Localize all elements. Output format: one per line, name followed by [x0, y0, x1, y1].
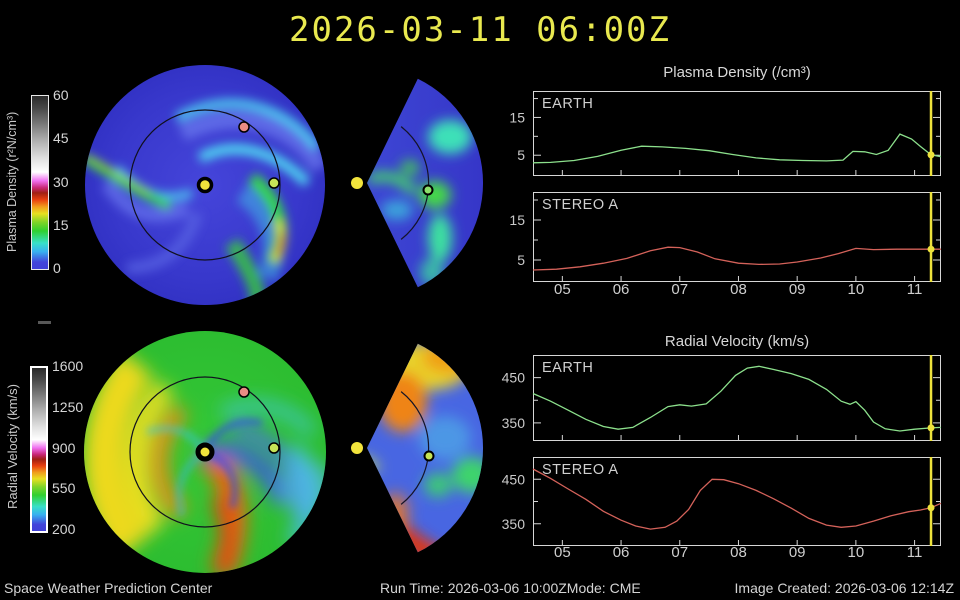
panel-border: [533, 355, 941, 441]
x-tick-label: 05: [554, 544, 571, 561]
density-chart-title: Plasma Density (/cm³): [663, 64, 811, 81]
footer-run-info: Run Time: 2026-03-06 10:00ZMode: CME: [380, 580, 641, 596]
velocity-chart-title: Radial Velocity (km/s): [664, 333, 810, 350]
velocity-cb-tick: 900: [52, 440, 76, 456]
stray-tick-mark: [38, 321, 51, 324]
earth-marker: [423, 450, 435, 462]
sun-marker: [351, 177, 363, 189]
velocity-colorbar-gradient: [32, 368, 46, 531]
x-tick-label: 05: [554, 281, 571, 298]
y-tick-label: 5: [517, 147, 525, 163]
x-tick-label: 11: [907, 281, 923, 298]
panel-border: [533, 91, 941, 176]
y-tick-label: 350: [502, 516, 526, 532]
series-line-stereo-a: [532, 246, 941, 271]
density-earth-label: EARTH: [542, 96, 594, 112]
velocity-cb-tick: 1250: [52, 399, 84, 415]
density-colorbar-gradient: [32, 96, 48, 269]
footer-mode: Mode: CME: [566, 580, 641, 596]
current-time-marker-dot: [927, 424, 935, 432]
density-cb-tick: 60: [53, 87, 69, 103]
series-line-earth: [532, 133, 942, 164]
forecast-datetime-title: 2026-03-11 06:00Z: [289, 10, 671, 50]
density-cb-tick: 0: [53, 260, 61, 276]
x-tick-label: 08: [730, 281, 747, 298]
orbit-arc: [400, 391, 430, 505]
footer-run-time: Run Time: 2026-03-06 10:00Z: [380, 580, 567, 596]
y-tick-label: 5: [517, 252, 525, 268]
y-tick-label: 350: [502, 415, 526, 431]
x-tick-label: 06: [613, 544, 630, 561]
velocity-cb-tick: 1600: [52, 358, 84, 374]
density-colorbar-label: Plasma Density (r²N/cm³): [5, 111, 19, 252]
velocity-colorbar-label: Radial Velocity (km/s): [5, 384, 20, 510]
x-tick-label: 10: [848, 281, 865, 298]
earth-orbit-circle: [129, 109, 281, 261]
velocity-map-meridional: [351, 343, 484, 553]
earth-marker: [422, 184, 434, 196]
footer-org: Space Weather Prediction Center: [4, 580, 213, 596]
y-tick-label: 15: [509, 212, 525, 228]
stereo-a-marker: [238, 121, 250, 133]
sun-marker: [196, 176, 214, 194]
density-cb-tick: 45: [53, 130, 69, 146]
velocity-cb-tick: 200: [52, 521, 76, 537]
series-line-stereo-a: [532, 468, 942, 530]
series-line-earth: [532, 365, 942, 432]
x-tick-label: 06: [613, 281, 630, 298]
earth-marker: [268, 442, 280, 454]
footer-image-created: Image Created: 2026-03-06 12:14Z: [734, 580, 954, 596]
velocity-earth-label: EARTH: [542, 360, 594, 376]
y-tick-label: 450: [502, 471, 526, 487]
earth-marker: [268, 177, 280, 189]
x-tick-label: 07: [671, 544, 688, 561]
orbit-arc: [400, 126, 430, 240]
x-tick-label: 08: [730, 544, 747, 561]
x-tick-label: 10: [848, 544, 865, 561]
current-time-marker-dot: [927, 151, 935, 159]
current-time-marker-dot: [927, 504, 935, 512]
y-tick-label: 15: [509, 109, 525, 125]
current-time-marker-dot: [927, 245, 935, 253]
sun-marker: [195, 442, 215, 462]
density-wedge-features: [367, 120, 472, 286]
x-tick-label: 09: [789, 281, 806, 298]
x-tick-label: 07: [671, 281, 688, 298]
sun-marker: [351, 442, 363, 454]
velocity-colorbar: [30, 366, 48, 533]
stereo-a-marker: [238, 386, 250, 398]
density-cb-tick: 15: [53, 217, 69, 233]
density-map-meridional: [351, 78, 484, 288]
velocity-cb-tick: 550: [52, 480, 76, 496]
density-map-polar: [85, 65, 325, 305]
density-stereo-a-label: STEREO A: [542, 197, 619, 213]
earth-orbit-circle: [129, 376, 281, 528]
density-colorbar: [31, 95, 49, 270]
x-tick-label: 11: [907, 544, 923, 561]
velocity-stereo-a-label: STEREO A: [542, 462, 619, 478]
density-cb-tick: 30: [53, 174, 69, 190]
wedge-background: [367, 78, 484, 288]
density-spiral-arms: [85, 99, 325, 305]
x-tick-label: 09: [789, 544, 806, 561]
velocity-map-polar: [84, 331, 326, 573]
y-tick-label: 450: [502, 370, 526, 386]
